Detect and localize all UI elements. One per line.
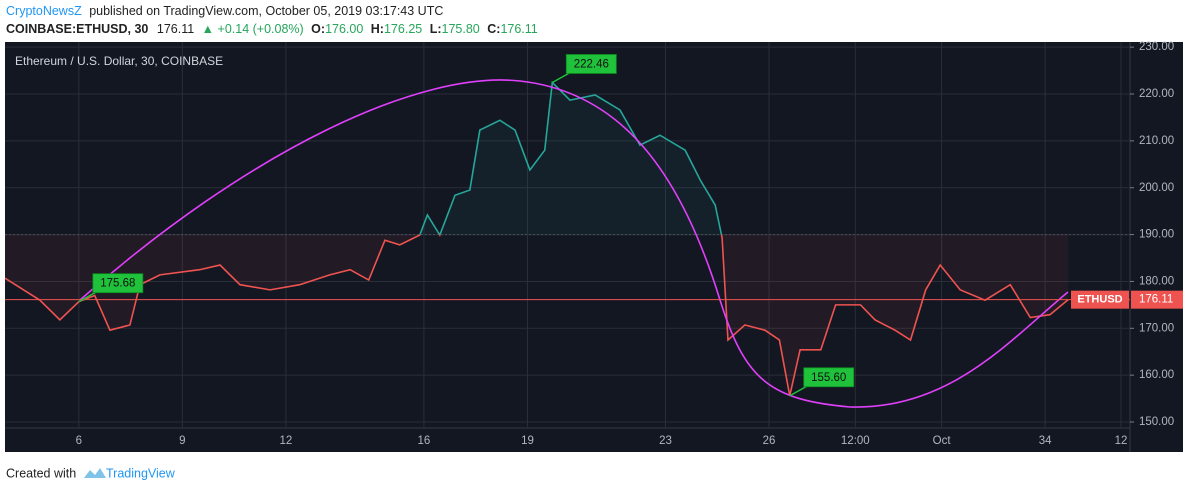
ohlc-label: H: (371, 22, 384, 36)
callout-box (803, 367, 855, 388)
ohlc-label: L: (430, 22, 442, 36)
x-tick-label: 12 (280, 435, 293, 447)
y-tick-label: 210.00 (1139, 135, 1174, 147)
x-tick-label: 12:00 (841, 435, 870, 447)
y-tick-label: 200.00 (1139, 182, 1174, 194)
last-price: 176.11 (157, 22, 194, 36)
x-tick-label: Oct (933, 435, 952, 447)
x-tick-label: 26 (763, 435, 776, 447)
callout-label: 155.60 (811, 372, 846, 384)
x-tick-label: 16 (418, 435, 431, 447)
ohlc-value: 176.11 (500, 22, 537, 36)
ohlc-value: 175.80 (442, 22, 480, 36)
overlay: ETHUSD 176.11 175.68 222.46 155.60 (5, 54, 1183, 397)
ohlc-value: 176.00 (325, 22, 363, 36)
x-tick-label: 34 (1039, 435, 1052, 447)
callout-pointer (789, 385, 809, 397)
footer-prefix: Created with (6, 466, 76, 480)
y-tick-label: 170.00 (1139, 322, 1174, 334)
y-tick-label: 180.00 (1139, 275, 1174, 287)
x-tick-label: 9 (179, 435, 185, 447)
grid: 150.00 160.00 170.00 180.00 190.00 200.00 210.… (5, 41, 1174, 447)
symbol-line: COINBASE:ETHUSD, 30 176.11 ▲ +0.14 (+0.0… (6, 22, 538, 36)
price-line (5, 234, 1069, 396)
author[interactable]: CryptoNewsZ (6, 4, 82, 18)
ohlc-label: O: (311, 22, 325, 36)
price-tag (1131, 290, 1183, 309)
chart-title: Ethereum / U.S. Dollar, 30, COINBASE (15, 54, 223, 68)
callout-box (92, 273, 144, 294)
ohlc-value: 176.25 (384, 22, 422, 36)
y-tick-label: 220.00 (1139, 88, 1174, 100)
published: published on TradingView.com, October 05… (89, 4, 443, 18)
y-tick-label: 160.00 (1139, 369, 1174, 381)
y-tick-label: 190.00 (1139, 229, 1174, 241)
header-line: CryptoNewsZ published on TradingView.com… (6, 4, 443, 18)
symbol-tag-label: ETHUSD (1077, 294, 1122, 306)
x-tick-label: 23 (659, 435, 672, 447)
plot (5, 80, 1130, 396)
callout-pointer (551, 71, 571, 84)
footer-brand[interactable]: TradingView (106, 466, 176, 480)
x-tick-label: 19 (521, 435, 534, 447)
logo (84, 468, 106, 478)
area (419, 82, 722, 235)
ohlc-label: C: (487, 22, 500, 36)
y-tick-label: 230.00 (1139, 41, 1174, 53)
callout-label: 222.46 (574, 59, 609, 71)
x-tick-label: 12 (1115, 435, 1128, 447)
change: ▲ +0.14 (+0.08%) (202, 22, 304, 36)
callout-box (565, 54, 617, 74)
callout-pointer (78, 291, 98, 303)
callout-label: 175.68 (100, 278, 135, 290)
symbol: COINBASE:ETHUSD, 30 (6, 22, 148, 36)
x-tick-label: 6 (76, 435, 82, 447)
price-line (418, 80, 723, 235)
area (5, 234, 1069, 396)
y-tick-label: 150.00 (1139, 416, 1174, 428)
symbol-tag (1071, 290, 1129, 309)
chart-background (5, 42, 1183, 452)
price-tag-label: 176.11 (1139, 294, 1173, 306)
trend-arc (79, 79, 1069, 408)
